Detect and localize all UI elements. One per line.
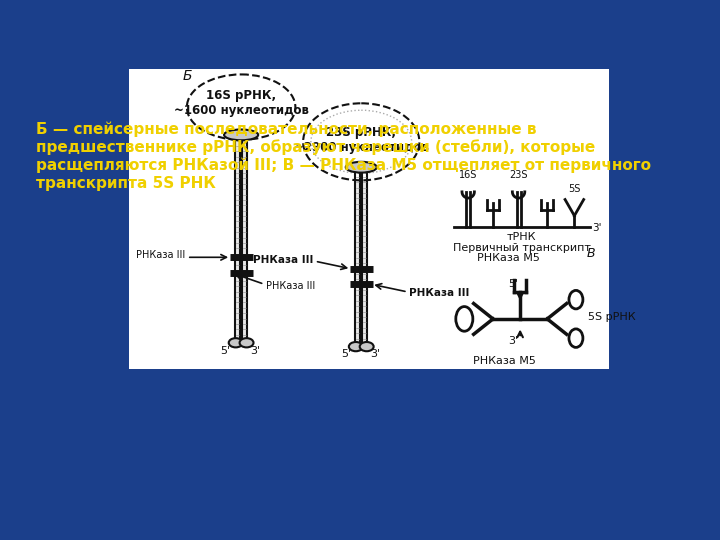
- Text: 5': 5': [220, 346, 230, 355]
- Text: тРНК: тРНК: [507, 232, 536, 242]
- Text: 5S: 5S: [568, 184, 580, 194]
- Text: 23S: 23S: [509, 170, 528, 180]
- Text: Б: Б: [183, 69, 192, 83]
- Text: РНКаза III: РНКаза III: [136, 250, 185, 260]
- Text: Первичный транскрипт: Первичный транскрипт: [453, 243, 590, 253]
- Ellipse shape: [187, 75, 295, 140]
- Text: Б — спейсерные последовательности, расположенные в
предшественнике рРНК, образую: Б — спейсерные последовательности, распо…: [36, 122, 651, 191]
- Text: РНКаза III: РНКаза III: [266, 281, 315, 291]
- Ellipse shape: [229, 338, 243, 347]
- Text: 3': 3': [370, 349, 380, 360]
- Text: РНКаза М5: РНКаза М5: [473, 355, 536, 366]
- Ellipse shape: [346, 162, 377, 173]
- Bar: [235, 138, 240, 338]
- Text: 5S рРНК: 5S рРНК: [588, 312, 636, 322]
- Text: РНКаза III: РНКаза III: [409, 288, 469, 299]
- Text: 16S: 16S: [459, 170, 477, 180]
- Text: 23S рРНК,
~2900 нуклеотидов: 23S рРНК, ~2900 нуклеотидов: [294, 126, 428, 154]
- Bar: [129, 69, 609, 369]
- Ellipse shape: [240, 338, 253, 347]
- Bar: [243, 138, 247, 338]
- Text: 5': 5': [508, 279, 518, 288]
- Text: 16S рРНК,
~1600 нуклеотидов: 16S рРНК, ~1600 нуклеотидов: [174, 89, 309, 117]
- Bar: [362, 168, 367, 342]
- Text: РНКаза М5: РНКаза М5: [477, 253, 540, 263]
- Text: 5': 5': [341, 349, 351, 360]
- Text: 3': 3': [508, 335, 518, 346]
- Ellipse shape: [349, 342, 363, 351]
- Ellipse shape: [303, 103, 419, 180]
- Text: 3': 3': [593, 223, 602, 233]
- Bar: [356, 168, 360, 342]
- Ellipse shape: [360, 342, 374, 351]
- Text: РНКаза III: РНКаза III: [253, 255, 313, 265]
- Ellipse shape: [224, 130, 258, 140]
- Text: В: В: [587, 247, 595, 260]
- Text: 3': 3': [250, 346, 260, 355]
